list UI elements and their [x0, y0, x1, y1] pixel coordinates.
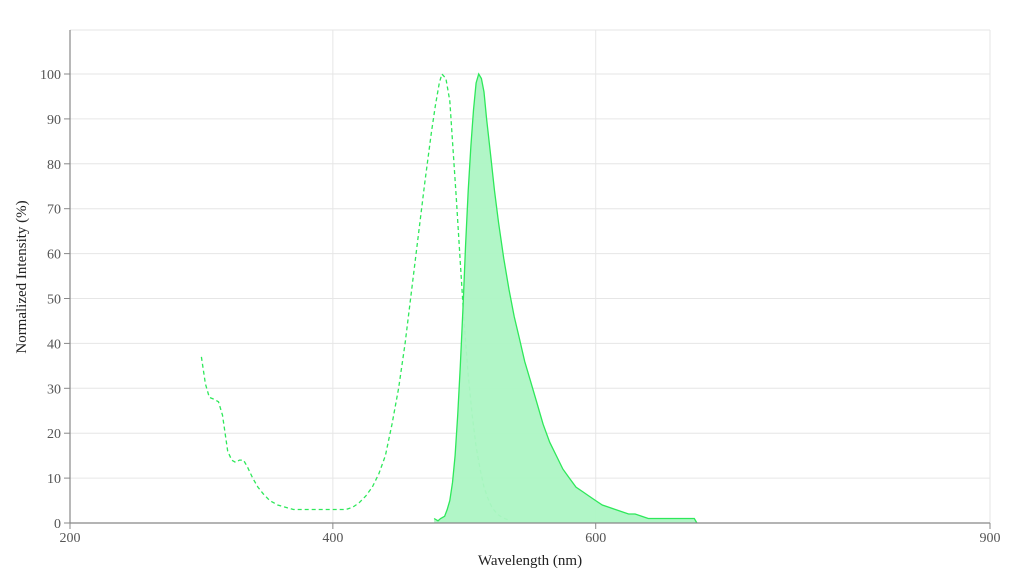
- x-axis-title: Wavelength (nm): [478, 553, 582, 569]
- x-tick-label-900: 900: [980, 531, 1001, 546]
- y-tick-label-100: 100: [40, 68, 61, 83]
- y-tick-label-0: 0: [54, 517, 61, 532]
- series-layer: [200, 72, 698, 524]
- y-tick-label-50: 50: [47, 293, 61, 308]
- y-axis-title: Normalized Intensity (%): [14, 200, 30, 353]
- y-tick-label-70: 70: [47, 203, 61, 218]
- y-tick-label-90: 90: [47, 113, 61, 128]
- axes: 0 10 20 30 40 50 60 70 80 90 100 200 400 600 900: [40, 30, 1001, 546]
- emission-line: [433, 72, 698, 524]
- y-tick-label-10: 10: [47, 472, 61, 487]
- y-tick-label-80: 80: [47, 158, 61, 173]
- x-tick-label-600: 600: [585, 531, 606, 546]
- y-tick-label-30: 30: [47, 382, 61, 397]
- x-tick-label-200: 200: [60, 531, 81, 546]
- grid: [70, 29, 991, 523]
- y-tick-label-20: 20: [47, 427, 61, 442]
- x-tick-label-400: 400: [322, 531, 343, 546]
- emission-area: [434, 74, 697, 523]
- y-tick-label-40: 40: [47, 337, 61, 352]
- y-tick-label-60: 60: [47, 248, 61, 263]
